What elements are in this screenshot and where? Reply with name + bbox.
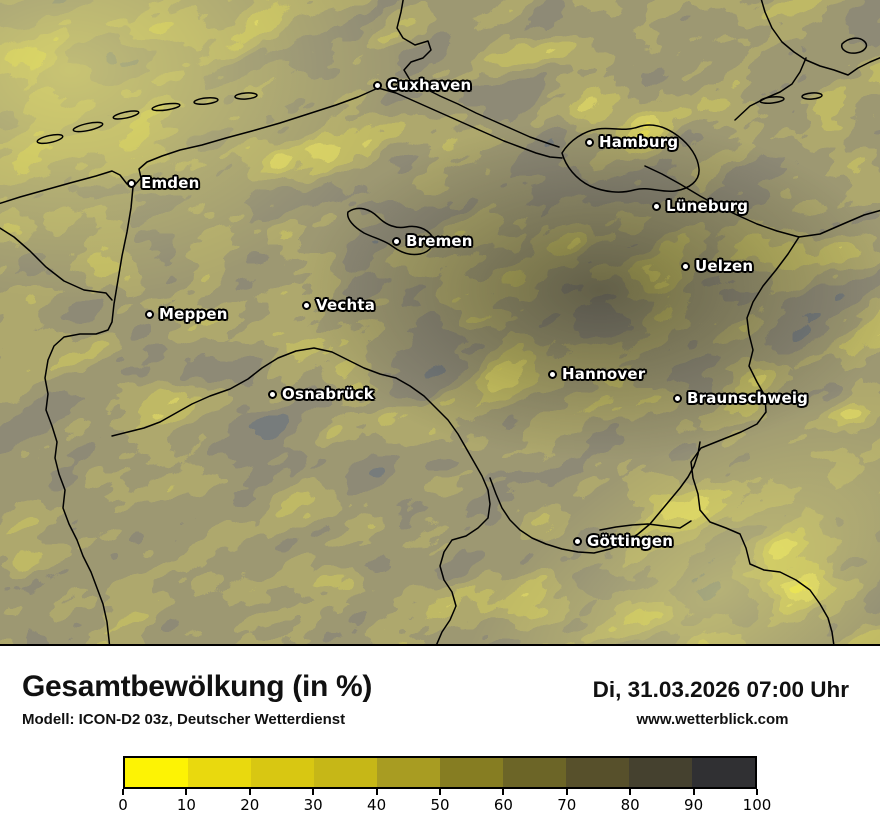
tick-mark (756, 789, 758, 795)
cloud-cover-colorbar (123, 756, 757, 789)
border-bremen (346, 207, 434, 256)
border-east (690, 236, 835, 644)
border-northeast-2 (734, 57, 807, 121)
city-label: Hamburg (599, 133, 679, 151)
tick-label: 80 (620, 796, 640, 814)
city-marker-bremen: Bremen (392, 232, 473, 250)
city-marker-gottingen: Göttingen (573, 532, 673, 550)
tick-mark (565, 789, 568, 795)
border-netherlands (44, 186, 134, 644)
cloud-cover-map: Cuxhaven Hamburg Emden Lüneburg Bremen Uelzen… (0, 0, 880, 646)
city-label: Cuxhaven (387, 76, 472, 94)
city-dot-icon (145, 309, 154, 319)
website-credit: www.wetterblick.com (636, 711, 789, 728)
colorbar-segment-8 (629, 758, 692, 787)
tick-mark (185, 789, 188, 795)
city-dot-icon (585, 137, 594, 147)
border-goettingen-valley (489, 441, 701, 554)
city-dot-icon (392, 236, 401, 246)
colorbar-segment-9 (692, 758, 755, 787)
overcast-area-center (300, 120, 880, 460)
city-label: Osnabrück (282, 385, 374, 403)
tick-mark (439, 789, 441, 795)
city-label: Uelzen (695, 257, 754, 275)
map-graphic (0, 0, 880, 644)
border-coastline (0, 87, 379, 205)
tick-label: 50 (430, 796, 450, 814)
tick-mark (375, 789, 378, 795)
tick-mark (122, 789, 124, 795)
city-marker-hannover: Hannover (548, 365, 645, 383)
city-label: Vechta (316, 296, 376, 314)
tick-label: 100 (742, 796, 772, 814)
border-hamburg (561, 124, 700, 193)
border-elbe-southeast (644, 165, 880, 238)
tick-label: 60 (493, 796, 513, 814)
tick-label: 40 (367, 796, 387, 814)
city-label: Emden (141, 174, 200, 192)
tick-mark (502, 789, 505, 795)
city-dot-icon (548, 369, 557, 379)
city-label: Göttingen (587, 532, 674, 550)
valid-datetime: Di, 31.03.2026 07:00 Uhr (592, 677, 849, 702)
city-label: Bremen (406, 232, 473, 250)
city-dot-icon (127, 178, 136, 188)
colorbar-segment-7 (566, 758, 629, 787)
border-elbe-south-bank (377, 87, 563, 159)
colorbar-ticks: 0 10 20 30 40 50 60 70 80 90 100 (118, 789, 771, 819)
city-label: Hannover (562, 365, 646, 383)
city-label: Braunschweig (687, 389, 809, 407)
tick-mark (692, 789, 695, 795)
city-dot-icon (681, 261, 690, 271)
tick-label: 90 (684, 796, 704, 814)
map-title: Gesamtbewölkung (in %) (22, 670, 373, 703)
city-label: Meppen (159, 305, 228, 323)
city-dot-icon (573, 536, 582, 546)
city-dot-icon (302, 300, 311, 310)
city-dot-icon (268, 389, 277, 399)
island-northeast (840, 37, 868, 54)
colorbar-segment-0 (125, 758, 188, 787)
model-info: Modell: ICON-D2 03z, Deutscher Wetterdie… (22, 711, 346, 728)
city-marker-braunschweig: Braunschweig (673, 389, 808, 407)
border-harz (599, 520, 692, 531)
city-marker-cuxhaven: Cuxhaven (373, 76, 471, 94)
city-marker-hamburg: Hamburg (585, 133, 678, 151)
tick-mark (629, 789, 632, 795)
map-borders (0, 0, 880, 644)
tick-label: 10 (176, 796, 196, 814)
tick-mark (312, 789, 315, 795)
tick-label: 0 (118, 796, 128, 814)
border-nrw (111, 347, 491, 644)
city-dot-icon (373, 80, 382, 90)
tick-label: 20 (240, 796, 260, 814)
city-marker-meppen: Meppen (145, 305, 228, 323)
colorbar-segment-6 (503, 758, 566, 787)
border-northeast-1 (760, 0, 880, 76)
clear-area-southeast (453, 386, 880, 644)
city-marker-osnabruck: Osnabrück (268, 385, 374, 403)
colorbar-segment-3 (314, 758, 377, 787)
border-netherlands-inner (0, 227, 113, 301)
colorbar-segment-4 (377, 758, 440, 787)
clear-area-northwest (0, 0, 400, 300)
city-label: Lüneburg (666, 197, 749, 215)
city-dot-icon (673, 393, 682, 403)
city-marker-vechta: Vechta (302, 296, 375, 314)
colorbar-segment-1 (188, 758, 251, 787)
tick-label: 30 (303, 796, 323, 814)
city-dot-icon (652, 201, 661, 211)
colorbar-segment-2 (251, 758, 314, 787)
city-marker-uelzen: Uelzen (681, 257, 753, 275)
city-marker-emden: Emden (127, 174, 199, 192)
border-elbe-north-bank (396, 0, 560, 148)
tick-mark (248, 789, 251, 795)
east-frisian-islands (36, 92, 823, 145)
tick-label: 70 (557, 796, 577, 814)
colorbar-segment-5 (440, 758, 503, 787)
city-marker-luneburg: Lüneburg (652, 197, 748, 215)
